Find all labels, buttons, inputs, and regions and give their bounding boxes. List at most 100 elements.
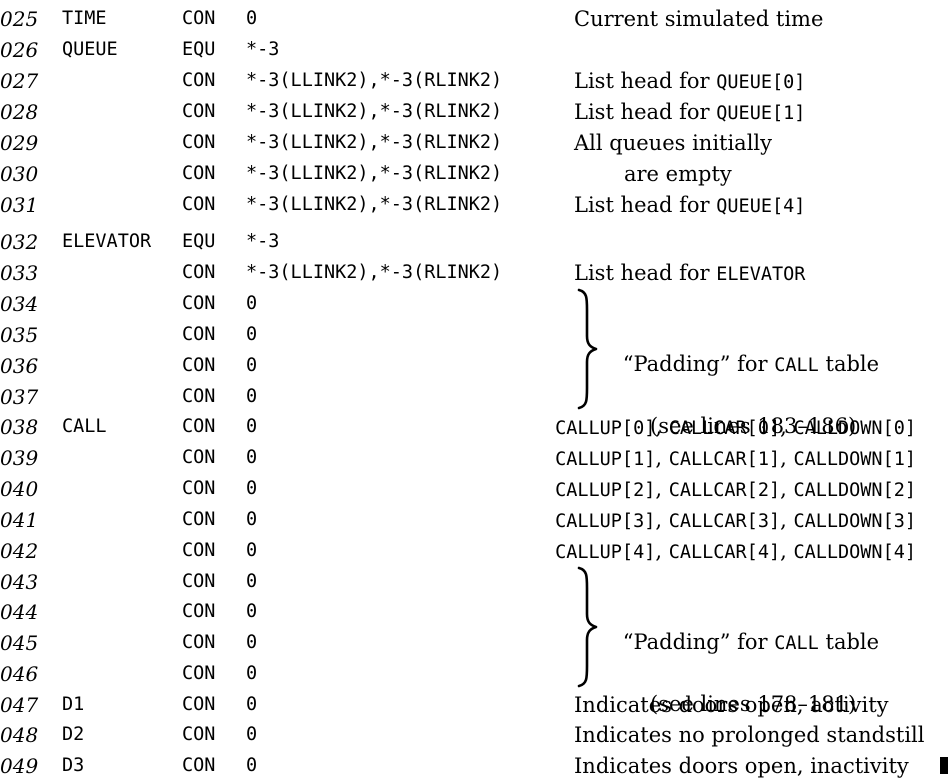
comment: Indicates doors open, inactivity	[574, 754, 909, 778]
address-field: *-3(LLINK2),*-3(RLINK2)	[246, 70, 503, 91]
address-field: 0	[246, 447, 258, 468]
listing-line: 044 CON 0	[0, 597, 950, 627]
address-field: 0	[246, 755, 258, 776]
comment-code: QUEUE[0]	[716, 72, 806, 93]
listing-line: 040 CON 0 CALLUP[2], CALLCAR[2], CALLDOW…	[0, 474, 950, 504]
line-number: 035	[0, 323, 39, 347]
padding-note-text: “Padding” for	[622, 630, 775, 654]
curly-brace-icon	[577, 288, 598, 410]
line-number: 033	[0, 261, 39, 285]
calldown-code: CALLDOWN[0]	[793, 418, 916, 439]
line-number: 032	[0, 230, 39, 254]
address-field: 0	[246, 478, 258, 499]
line-number: 047	[0, 693, 39, 717]
listing-line: 042 CON 0 CALLUP[4], CALLCAR[4], CALLDOW…	[0, 536, 950, 566]
opcode-field: CON	[182, 663, 216, 684]
comment-text: List head for	[574, 69, 717, 93]
opcode-field: CON	[182, 694, 216, 715]
line-number: 038	[0, 415, 39, 439]
curly-brace-icon	[577, 566, 598, 688]
opcode-field: CON	[182, 132, 216, 153]
opcode-field: CON	[182, 571, 216, 592]
call-comment: CALLUP[4], CALLCAR[4], CALLDOWN[4]	[555, 539, 916, 563]
address-field: *-3(LLINK2),*-3(RLINK2)	[246, 101, 503, 122]
call-comment: CALLUP[1], CALLCAR[1], CALLDOWN[1]	[555, 446, 916, 470]
listing-line: 043 CON 0	[0, 567, 950, 597]
padding-note-text: table	[818, 352, 880, 376]
listing-line: 031 CON *-3(LLINK2),*-3(RLINK2) List hea…	[0, 190, 950, 220]
listing-line: 027 CON *-3(LLINK2),*-3(RLINK2) List hea…	[0, 66, 950, 96]
listing-line: 026 QUEUE EQU *-3	[0, 35, 950, 65]
listing-line: 047 D1 CON 0 Indicates doors open, activ…	[0, 690, 950, 720]
opcode-field: CON	[182, 632, 216, 653]
opcode-field: CON	[182, 416, 216, 437]
comment: List head for QUEUE[0]	[574, 69, 805, 95]
comment: List head for QUEUE[4]	[574, 193, 805, 219]
callcar-code: CALLCAR[0]	[668, 418, 781, 439]
address-field: 0	[246, 386, 258, 407]
address-field: 0	[246, 509, 258, 530]
line-number: 030	[0, 162, 39, 186]
address-field: *-3	[246, 231, 280, 252]
comment-code: QUEUE[1]	[716, 103, 806, 124]
listing-line: 034 CON 0	[0, 289, 950, 319]
listing-line: 048 D2 CON 0 Indicates no prolonged stan…	[0, 720, 950, 750]
line-number: 041	[0, 508, 39, 532]
address-field: *-3(LLINK2),*-3(RLINK2)	[246, 132, 503, 153]
comment-code: ELEVATOR	[716, 264, 806, 285]
padding-note: “Padding” for CALL table (see lines 183–…	[596, 318, 879, 504]
opcode-field: CON	[182, 447, 216, 468]
address-field: 0	[246, 632, 258, 653]
opcode-field: CON	[182, 101, 216, 122]
listing-line: 046 CON 0	[0, 659, 950, 689]
listing-line: 033 CON *-3(LLINK2),*-3(RLINK2) List hea…	[0, 258, 950, 288]
callup-code: CALLUP[2]	[555, 480, 656, 501]
line-number: 043	[0, 570, 39, 594]
opcode-field: CON	[182, 724, 216, 745]
callcar-code: CALLCAR[1]	[668, 449, 781, 470]
line-number: 025	[0, 7, 39, 31]
line-number: 027	[0, 69, 39, 93]
listing-line: 029 CON *-3(LLINK2),*-3(RLINK2) All queu…	[0, 128, 950, 158]
calldown-code: CALLDOWN[2]	[793, 480, 916, 501]
padding-note-text: table	[818, 630, 880, 654]
opcode-field: CON	[182, 293, 216, 314]
location-field: TIME	[62, 8, 107, 29]
padding-note-reference: (see lines 178–181)	[650, 692, 857, 716]
address-field: 0	[246, 293, 258, 314]
location-field: D2	[62, 724, 85, 745]
opcode-field: CON	[182, 163, 216, 184]
address-field: 0	[246, 416, 258, 437]
comment: List head for ELEVATOR	[574, 261, 805, 287]
callcar-code: CALLCAR[3]	[668, 511, 781, 532]
line-number: 026	[0, 38, 39, 62]
opcode-field: EQU	[182, 231, 216, 252]
comment-text: List head for	[574, 100, 717, 124]
opcode-field: CON	[182, 70, 216, 91]
listing-line: 035 CON 0	[0, 320, 950, 350]
address-field: *-3(LLINK2),*-3(RLINK2)	[246, 194, 503, 215]
listing-line: 039 CON 0 CALLUP[1], CALLCAR[1], CALLDOW…	[0, 443, 950, 473]
line-number: 031	[0, 193, 39, 217]
opcode-field: CON	[182, 601, 216, 622]
calldown-code: CALLDOWN[4]	[793, 542, 916, 563]
opcode-field: EQU	[182, 39, 216, 60]
line-number: 045	[0, 631, 39, 655]
line-number: 046	[0, 662, 39, 686]
address-field: 0	[246, 663, 258, 684]
opcode-field: CON	[182, 262, 216, 283]
call-comment: CALLUP[3], CALLCAR[3], CALLDOWN[3]	[555, 508, 916, 532]
address-field: 0	[246, 571, 258, 592]
location-field: CALL	[62, 416, 107, 437]
listing-line: 049 D3 CON 0 Indicates doors open, inact…	[0, 751, 950, 781]
comment: Current simulated time	[574, 7, 824, 31]
opcode-field: CON	[182, 755, 216, 776]
line-number: 040	[0, 477, 39, 501]
line-number: 036	[0, 354, 39, 378]
calldown-code: CALLDOWN[3]	[793, 511, 916, 532]
line-number: 048	[0, 723, 39, 747]
comment: All queues initially	[574, 131, 773, 155]
listing-line: 025 TIME CON 0 Current simulated time	[0, 4, 950, 34]
listing-line: 030 CON *-3(LLINK2),*-3(RLINK2) are empt…	[0, 159, 950, 189]
